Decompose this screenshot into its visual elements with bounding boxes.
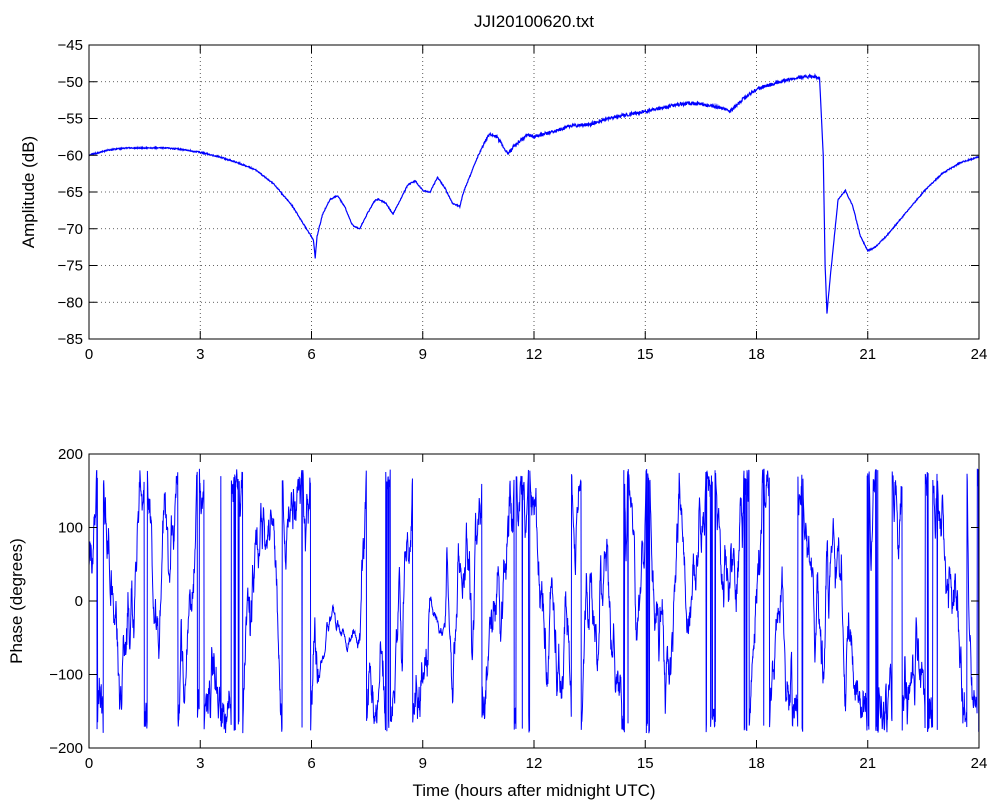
amplitude-y-tick-label: −75 (58, 258, 83, 275)
amplitude-y-axis-label: Amplitude (dB) (19, 136, 38, 248)
phase-series-polyline (88, 468, 980, 734)
amplitude-x-tick-label: 18 (748, 346, 765, 363)
phase-y-tick-labels: 200 100 0 −100 −200 (49, 446, 83, 757)
phase-x-tick-label: 24 (971, 755, 988, 772)
amplitude-y-tick-label: −80 (58, 294, 83, 311)
phase-y-tick-label: 0 (75, 593, 83, 610)
phase-x-tick-label: 12 (526, 755, 543, 772)
amplitude-plot-title: JJI20100620.txt (474, 12, 594, 31)
amplitude-y-tick-label: −55 (58, 111, 83, 128)
phase-plot: 0 3 6 9 12 15 18 21 24 200 100 0 −100 −200 Phase (de… (7, 446, 987, 800)
amplitude-y-tick-labels: −45 −50 −55 −60 −65 −70 −75 −80 −85 (58, 37, 83, 348)
phase-x-tick-label: 9 (419, 755, 427, 772)
phase-series-line (88, 468, 980, 734)
amplitude-x-tick-label: 12 (526, 346, 543, 363)
phase-y-tick-label: −200 (49, 740, 83, 757)
phase-y-tick-label: 200 (58, 446, 83, 463)
phase-y-axis-label: Phase (degrees) (7, 538, 26, 664)
amplitude-x-tick-labels: 0 3 6 9 12 15 18 21 24 (85, 346, 988, 363)
amplitude-y-tick-label: −45 (58, 37, 83, 54)
amplitude-plot: JJI20100620.txt 0 3 6 9 12 15 18 21 24 −45 −50 −55… (19, 12, 987, 363)
amplitude-grid (89, 45, 979, 339)
phase-y-tick-label: 100 (58, 520, 83, 537)
amplitude-y-tick-label: −50 (58, 74, 83, 91)
amplitude-x-tick-label: 0 (85, 346, 93, 363)
phase-x-tick-labels: 0 3 6 9 12 15 18 21 24 (85, 755, 988, 772)
amplitude-x-tick-label: 3 (196, 346, 204, 363)
phase-y-tick-label: −100 (49, 667, 83, 684)
amplitude-x-tick-label: 15 (637, 346, 654, 363)
amplitude-series-line (88, 72, 980, 314)
phase-x-tick-label: 18 (748, 755, 765, 772)
amplitude-y-tick-label: −65 (58, 184, 83, 201)
phase-x-tick-label: 21 (859, 755, 876, 772)
phase-x-tick-label: 6 (307, 755, 315, 772)
phase-x-tick-label: 3 (196, 755, 204, 772)
amplitude-ticks (88, 44, 980, 340)
amplitude-x-tick-label: 24 (971, 346, 988, 363)
phase-x-axis-label: Time (hours after midnight UTC) (412, 781, 655, 800)
phase-x-tick-label: 15 (637, 755, 654, 772)
amplitude-x-tick-label: 9 (419, 346, 427, 363)
amplitude-y-tick-label: −85 (58, 331, 83, 348)
amplitude-x-tick-label: 6 (307, 346, 315, 363)
amplitude-series-polyline (88, 72, 980, 314)
phase-x-tick-label: 0 (85, 755, 93, 772)
amplitude-y-tick-label: −60 (58, 147, 83, 164)
phase-ticks (88, 453, 980, 749)
amplitude-y-tick-label: −70 (58, 221, 83, 238)
amplitude-x-tick-label: 21 (859, 346, 876, 363)
